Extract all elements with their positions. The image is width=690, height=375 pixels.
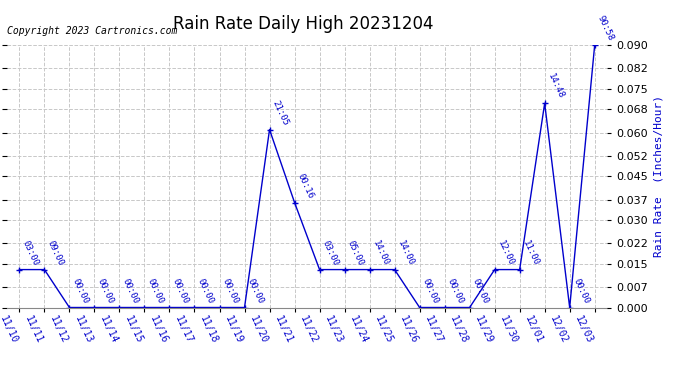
Text: 00:00: 00:00 xyxy=(96,276,115,305)
Text: 14:00: 14:00 xyxy=(396,238,415,267)
Text: Copyright 2023 Cartronics.com: Copyright 2023 Cartronics.com xyxy=(7,26,177,36)
Text: 00:00: 00:00 xyxy=(471,276,491,305)
Text: 90:58: 90:58 xyxy=(596,14,615,42)
Text: 21:05: 21:05 xyxy=(271,99,290,127)
Text: 03:00: 03:00 xyxy=(321,238,340,267)
Text: 14:48: 14:48 xyxy=(546,72,566,100)
Text: 14:00: 14:00 xyxy=(371,238,391,267)
Text: 05:00: 05:00 xyxy=(346,238,366,267)
Text: 00:16: 00:16 xyxy=(296,171,315,200)
Text: 00:00: 00:00 xyxy=(571,276,591,305)
Text: 12:00: 12:00 xyxy=(496,238,515,267)
Text: 00:00: 00:00 xyxy=(146,276,166,305)
Text: 00:00: 00:00 xyxy=(71,276,90,305)
Text: 00:00: 00:00 xyxy=(121,276,140,305)
Text: 09:00: 09:00 xyxy=(46,238,66,267)
Text: 00:00: 00:00 xyxy=(196,276,215,305)
Text: 00:00: 00:00 xyxy=(221,276,240,305)
Text: 03:00: 03:00 xyxy=(21,238,40,267)
Text: 00:00: 00:00 xyxy=(446,276,466,305)
Text: Rain Rate Daily High 20231204: Rain Rate Daily High 20231204 xyxy=(173,15,434,33)
Text: 00:00: 00:00 xyxy=(421,276,440,305)
Y-axis label: Rain Rate  (Inches/Hour): Rain Rate (Inches/Hour) xyxy=(653,95,664,257)
Text: 00:00: 00:00 xyxy=(246,276,266,305)
Text: 00:00: 00:00 xyxy=(171,276,190,305)
Text: 11:00: 11:00 xyxy=(521,238,540,267)
